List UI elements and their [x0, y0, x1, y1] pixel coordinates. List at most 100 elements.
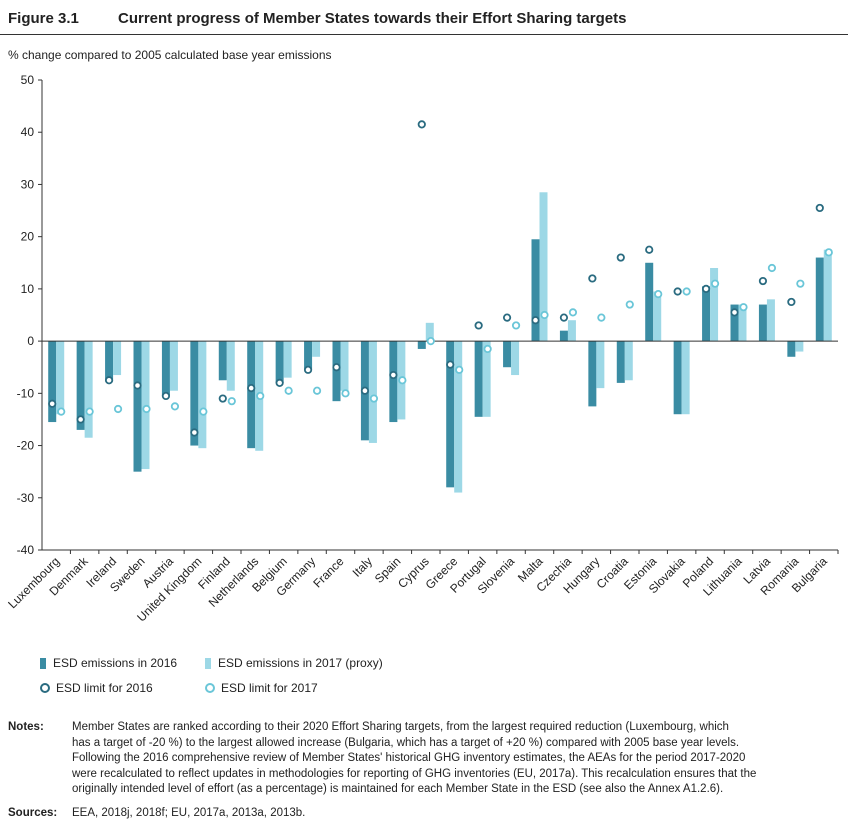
marker-limit-2016: [48, 399, 57, 408]
legend-swatch-emissions-2016: [40, 657, 46, 669]
marker-limit-2016: [616, 253, 625, 262]
figure-title: Current progress of Member States toward…: [118, 10, 627, 27]
bar-emissions-2016: [190, 341, 199, 446]
marker-limit-2017: [256, 391, 265, 401]
marker-limit-2016: [332, 363, 341, 372]
marker-limit-2017: [85, 407, 94, 416]
marker-limit-2016: [417, 120, 426, 129]
bar-emissions-2017: [198, 341, 207, 449]
sources-text: EEA, 2018j, 2018f; EU, 2017a, 2013a, 201…: [72, 807, 306, 819]
legend-label: ESD limit for 2017: [221, 681, 318, 695]
legend-item-limit-2017: ESD limit for 2017: [205, 680, 318, 696]
marker-limit-2017: [284, 386, 293, 395]
bar-emissions-2017: [425, 322, 434, 342]
bar-emissions-2017: [539, 192, 548, 342]
y-tick-label: 40: [21, 125, 35, 139]
notes-text: Member States are ranked according to th…: [72, 720, 832, 798]
bar-emissions-2017: [113, 341, 122, 376]
marker-limit-2016: [247, 384, 256, 393]
bar-emissions-2016: [531, 239, 540, 342]
notes-line: Member States are ranked according to th…: [72, 721, 729, 733]
legend-marker-limit-2017: [205, 683, 215, 693]
marker-limit-2016: [815, 203, 824, 213]
marker-limit-2017: [682, 287, 691, 296]
bar-emissions-2017: [340, 341, 349, 391]
chart-area: 50403020100-10-20-30-40LuxembourgDenmark…: [5, 73, 839, 625]
marker-limit-2016: [133, 381, 142, 390]
bar-emissions-2017: [738, 304, 747, 342]
legend-label: ESD emissions in 2016: [53, 656, 178, 670]
marker-limit-2017: [483, 344, 492, 354]
legend-marker-limit-2016: [40, 683, 50, 693]
y-tick-label: -30: [17, 491, 35, 505]
marker-limit-2016: [588, 274, 597, 283]
marker-limit-2016: [502, 313, 512, 322]
marker-limit-2017: [369, 394, 379, 403]
marker-limit-2017: [710, 279, 720, 288]
marker-limit-2016: [218, 394, 227, 403]
bar-emissions-2016: [559, 330, 568, 342]
bar-emissions-2017: [169, 341, 178, 391]
figure-header: Figure 3.1 Current progress of Member St…: [0, 0, 848, 34]
sources-label: Sources:: [8, 807, 58, 819]
bar-emissions-2017: [283, 341, 292, 378]
bar-emissions-2016: [133, 341, 142, 472]
marker-limit-2017: [113, 404, 123, 414]
bar-emissions-2017: [56, 341, 65, 415]
bar-emissions-2017: [226, 341, 235, 391]
marker-limit-2017: [398, 376, 407, 385]
marker-limit-2016: [275, 378, 284, 387]
y-tick-label: 30: [21, 177, 35, 191]
notes-line: were recalculated to reflect updates in …: [72, 767, 757, 780]
bar-emissions-2017: [312, 341, 321, 357]
marker-limit-2017: [455, 365, 464, 374]
legend-label: ESD emissions in 2017 (proxy): [218, 656, 383, 670]
bar-emissions-2016: [702, 286, 711, 342]
bar-emissions-2017: [482, 341, 491, 417]
bar-emissions-2016: [730, 304, 739, 342]
bar-emissions-2017: [511, 341, 520, 376]
y-tick-label: -10: [17, 386, 35, 400]
y-axis-label: % change compared to 2005 calculated bas…: [8, 48, 332, 62]
notes-line: originally intended level of effort (as …: [72, 783, 724, 795]
bar-emissions-2016: [76, 341, 85, 430]
marker-limit-2016: [730, 308, 739, 317]
marker-limit-2017: [568, 308, 578, 317]
marker-limit-2016: [161, 391, 171, 401]
marker-limit-2017: [57, 407, 66, 416]
marker-limit-2017: [170, 402, 180, 411]
marker-limit-2016: [446, 360, 455, 369]
bar-emissions-2016: [673, 341, 682, 415]
marker-limit-2016: [360, 386, 370, 395]
bar-emissions-2017: [368, 341, 377, 443]
marker-limit-2017: [767, 263, 777, 273]
bar-emissions-2016: [247, 341, 256, 449]
bar-emissions-2017: [795, 341, 804, 352]
marker-limit-2017: [227, 397, 236, 406]
header-divider: [0, 34, 848, 35]
bar-emissions-2017: [766, 299, 775, 342]
bar-emissions-2017: [596, 341, 605, 389]
bar-emissions-2016: [417, 341, 426, 349]
bar-emissions-2017: [823, 249, 832, 342]
marker-limit-2016: [474, 321, 483, 330]
marker-limit-2017: [511, 321, 521, 330]
marker-limit-2017: [597, 313, 606, 322]
bar-emissions-2016: [758, 304, 767, 342]
marker-limit-2016: [787, 297, 796, 307]
marker-limit-2016: [673, 287, 682, 296]
marker-limit-2016: [76, 415, 85, 424]
bar-emissions-2016: [787, 341, 796, 357]
legend-item-emissions-2016: ESD emissions in 2016: [40, 655, 177, 671]
marker-limit-2016: [645, 245, 654, 254]
bar-emissions-2016: [218, 341, 227, 381]
bar-emissions-2016: [645, 262, 654, 342]
bar-emissions-2016: [588, 341, 597, 407]
bar-emissions-2017: [84, 341, 93, 438]
y-tick-label: -20: [17, 439, 35, 453]
notes-label: Notes:: [8, 721, 44, 733]
marker-limit-2016: [389, 370, 398, 380]
bar-emissions-2016: [389, 341, 398, 423]
legend-item-emissions-2017: ESD emissions in 2017 (proxy): [205, 655, 383, 671]
y-tick-label: 20: [21, 230, 35, 244]
